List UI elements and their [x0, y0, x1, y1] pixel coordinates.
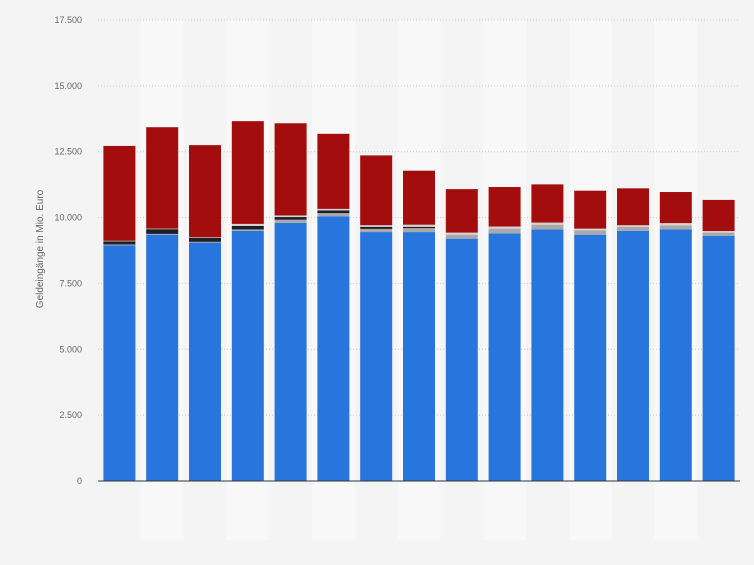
bar-segment-series-2 — [189, 241, 221, 243]
bar-segment-series-1 — [189, 242, 221, 481]
y-tick-label: 17.500 — [54, 15, 82, 25]
bar-segment-series-3 — [146, 229, 179, 234]
bar-segment-series-2 — [531, 224, 564, 230]
bar-segment-series-2 — [617, 226, 649, 231]
bar-segment-series-5 — [617, 188, 649, 226]
bar-segment-series-2 — [403, 228, 435, 233]
bar-segment-series-5 — [403, 170, 435, 225]
bar-segment-series-5 — [659, 192, 692, 224]
bar-segment-series-3 — [360, 226, 393, 229]
bar-segment-series-1 — [146, 234, 179, 481]
bar-segment-series-4 — [702, 231, 735, 233]
bar-segment-series-3 — [274, 217, 307, 220]
bar-segment-series-3 — [403, 226, 435, 229]
bar-segment-series-5 — [488, 187, 521, 227]
bar-segment-series-2 — [574, 230, 607, 235]
bar-segment-series-1 — [103, 245, 136, 481]
bar-segment-series-1 — [531, 229, 564, 481]
bar-segment-series-4 — [317, 208, 350, 211]
y-tick-label: 12.500 — [54, 147, 82, 157]
bar-segment-series-2 — [360, 228, 393, 233]
bar-segment-series-2 — [445, 234, 478, 239]
y-tick-label: 5.000 — [59, 344, 82, 354]
bar-segment-series-2 — [488, 228, 521, 234]
bar-segment-series-5 — [574, 190, 607, 229]
bar-segment-series-4 — [360, 225, 393, 227]
bar-segment-series-1 — [617, 230, 649, 481]
bar-segment-series-4 — [531, 222, 564, 225]
bar-segment-series-1 — [488, 233, 521, 481]
bar-segment-series-4 — [274, 215, 307, 218]
bar-segment-series-4 — [189, 237, 221, 238]
bar-segment-series-1 — [360, 232, 393, 481]
bar-segment-series-2 — [702, 232, 735, 237]
bar-segment-series-1 — [231, 230, 264, 481]
bar-segment-series-2 — [274, 219, 307, 223]
bar-segment-series-3 — [189, 237, 221, 242]
bar-segment-series-2 — [231, 229, 264, 231]
bar-segment-series-5 — [231, 121, 264, 224]
y-tick-label: 10.000 — [54, 213, 82, 223]
bar-segment-series-4 — [488, 226, 521, 229]
bar-segment-series-4 — [146, 228, 179, 230]
bar-segment-series-5 — [103, 145, 136, 241]
bar-segment-series-1 — [574, 234, 607, 481]
bar-segment-series-4 — [231, 223, 264, 227]
bar-segment-series-2 — [103, 244, 136, 246]
y-tick-label: 7.500 — [59, 278, 82, 288]
bars — [103, 121, 735, 482]
y-tick-label: 15.000 — [54, 81, 82, 91]
bar-segment-series-3 — [317, 210, 350, 214]
bar-segment-series-5 — [531, 184, 564, 223]
bar-segment-series-1 — [659, 229, 692, 481]
bar-segment-series-4 — [659, 223, 692, 226]
y-tick-labels: 0 2.500 5.000 7.500 10.000 12.500 15.000 17.500 — [54, 15, 82, 486]
bar-segment-series-1 — [445, 238, 478, 481]
y-tick-label: 2.500 — [59, 410, 82, 420]
bar-segment-series-3 — [103, 241, 136, 245]
bar-segment-series-5 — [317, 133, 350, 209]
bar-segment-series-2 — [317, 213, 350, 217]
bar-segment-series-5 — [360, 155, 393, 226]
bar-segment-series-1 — [317, 216, 350, 482]
bar-segment-series-1 — [702, 236, 735, 481]
bar-segment-series-5 — [146, 127, 179, 229]
bar-segment-series-1 — [403, 232, 435, 481]
bar-segment-series-4 — [617, 225, 649, 227]
bar-segment-series-4 — [445, 232, 478, 235]
bar-segment-series-5 — [274, 123, 307, 216]
bar-segment-series-4 — [403, 224, 435, 227]
bar-segment-series-4 — [574, 228, 607, 231]
bar-segment-series-5 — [702, 199, 735, 232]
bar-segment-series-2 — [659, 225, 692, 230]
bar-segment-series-2 — [146, 233, 179, 235]
y-axis-label: Geldeingänge in Mio. Euro — [35, 189, 46, 308]
bar-segment-series-4 — [103, 240, 136, 242]
y-tick-label: 0 — [77, 476, 82, 486]
bar-segment-series-5 — [189, 145, 221, 238]
bar-segment-series-1 — [274, 222, 307, 481]
bar-segment-series-3 — [231, 226, 264, 230]
bar-segment-series-5 — [445, 189, 478, 233]
